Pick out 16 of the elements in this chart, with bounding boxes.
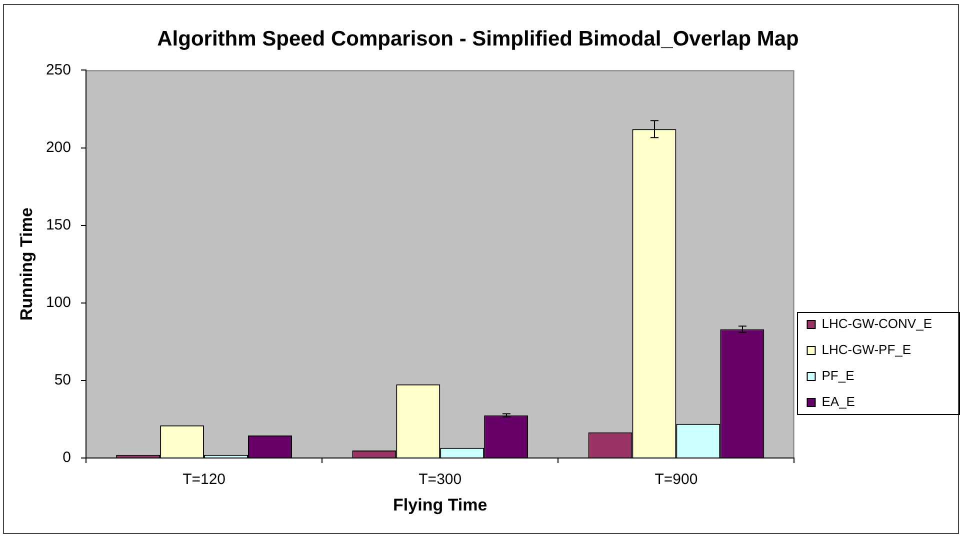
y-tick-label: 250 [46, 61, 71, 78]
chart-title: Algorithm Speed Comparison - Simplified Bimodal_Overlap Map [157, 27, 799, 50]
y-tick-label: 0 [62, 449, 71, 466]
legend-label: LHC-GW-PF_E [822, 342, 912, 358]
x-tick-label: T=300 [418, 471, 462, 488]
legend-label: LHC-GW-CONV_E [822, 316, 932, 332]
y-tick-label: 200 [46, 138, 71, 156]
legend-label: EA_E [822, 394, 856, 410]
y-tick-label: 150 [46, 216, 71, 234]
x-axis-title: Flying Time [393, 495, 488, 514]
y-tick-label: 100 [46, 294, 71, 312]
y-axis-title: Running Time [16, 208, 36, 321]
x-tick-label: T=120 [182, 471, 226, 488]
x-tick-label: T=900 [654, 471, 698, 488]
legend-label: PF_E [822, 368, 855, 384]
y-tick-label: 50 [54, 372, 71, 389]
